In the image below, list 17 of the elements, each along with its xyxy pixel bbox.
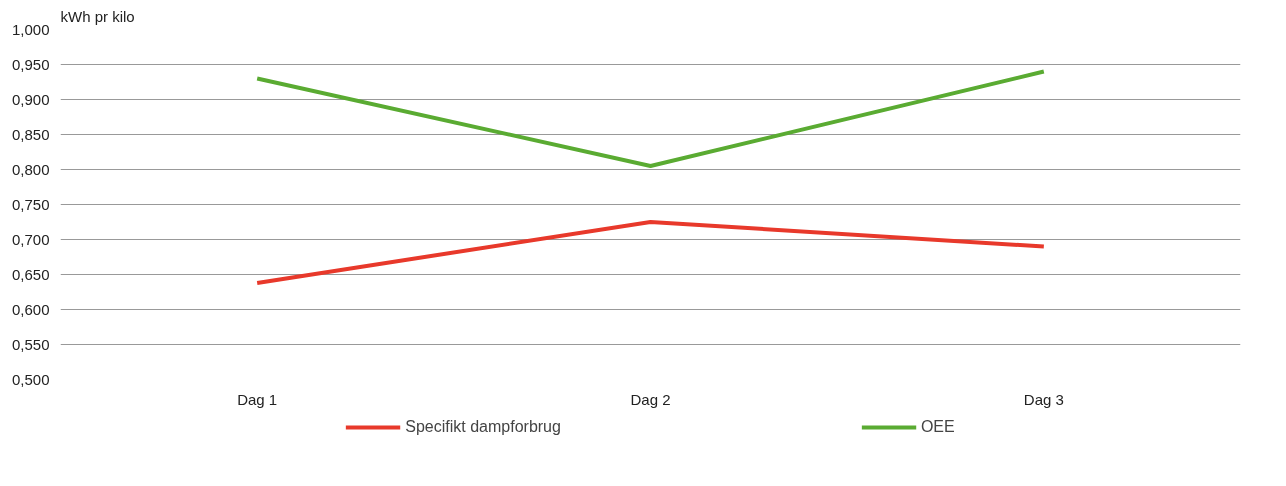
y-tick-label: 0,850 <box>11 125 50 143</box>
legend-label: OEE <box>920 418 955 436</box>
y-tick-label: 0,550 <box>11 335 50 353</box>
y-tick-label: 0,650 <box>11 265 50 283</box>
y-tick-label: 0,900 <box>11 90 50 108</box>
x-tick-label: Dag 3 <box>1023 390 1064 408</box>
x-tick-label: Dag 2 <box>630 390 671 408</box>
y-axis-title: kWh pr kilo <box>60 7 135 25</box>
y-tick-label: 0,800 <box>11 160 50 178</box>
y-tick-label: 0,600 <box>11 300 50 318</box>
x-tick-label: Dag 1 <box>237 390 278 408</box>
y-tick-label: 1,000 <box>11 20 50 38</box>
y-tick-label: 0,500 <box>11 370 50 388</box>
legend-label: Specifikt dampforbrug <box>405 418 561 436</box>
y-tick-label: 0,950 <box>11 55 50 73</box>
y-tick-label: 0,750 <box>11 195 50 213</box>
y-tick-label: 0,700 <box>11 230 50 248</box>
